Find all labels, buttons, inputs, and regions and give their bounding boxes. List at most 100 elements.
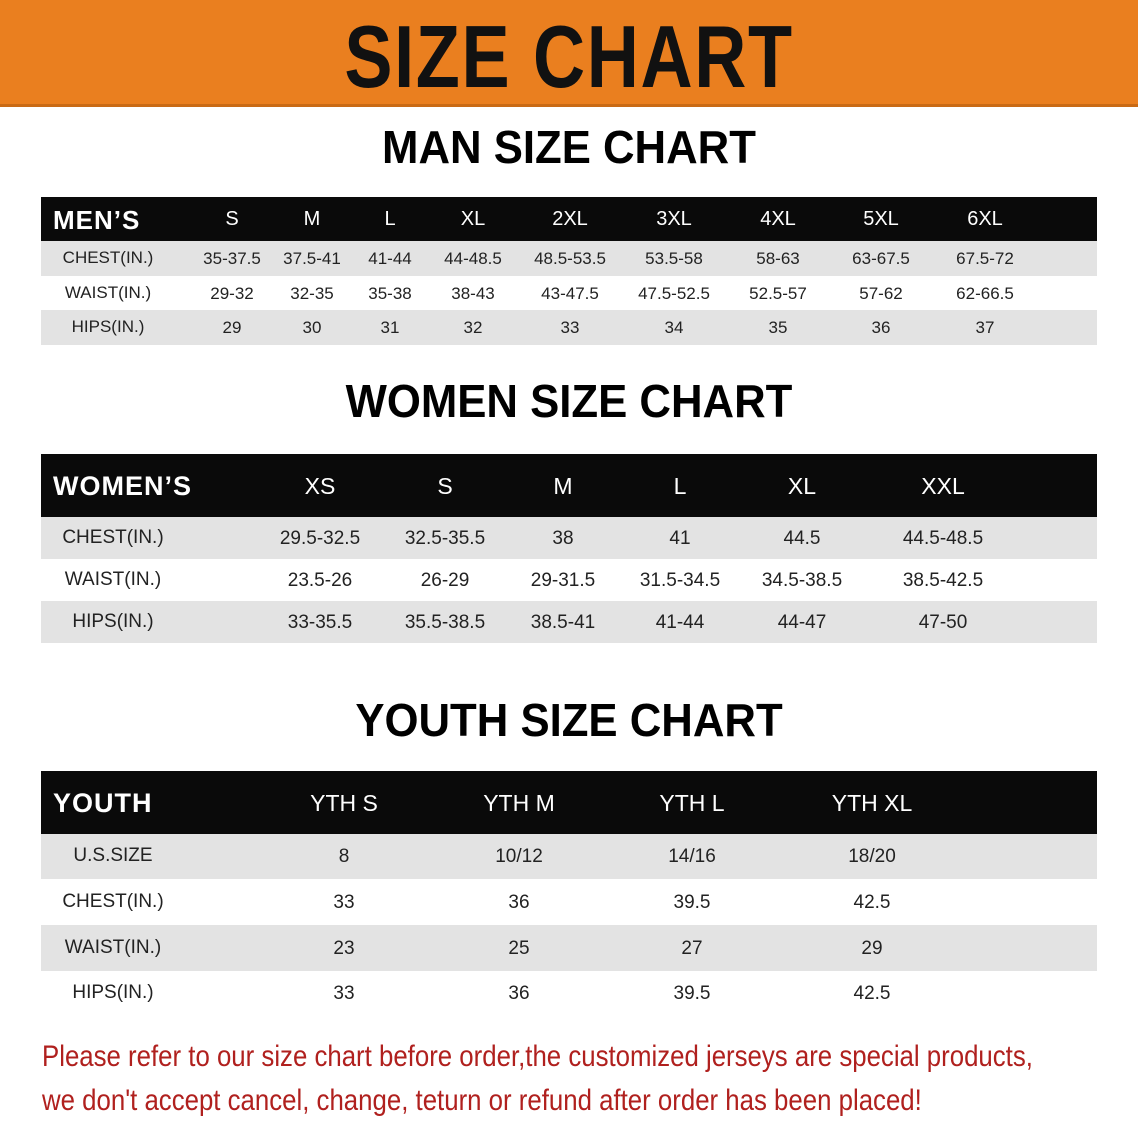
size-header: L bbox=[673, 473, 687, 499]
table-cell: 35 bbox=[768, 318, 788, 337]
table-row: CHEST(IN.) 29.5-32.5 32.5-35.5 38 41 44.5 44.5… bbox=[41, 517, 1097, 559]
row-label: WAIST(IN.) bbox=[64, 568, 162, 590]
table-cell: 47.5-52.5 bbox=[638, 283, 710, 303]
table-cell: 14/16 bbox=[668, 846, 716, 867]
row-label: U.S.SIZE bbox=[73, 845, 153, 866]
banner-title: SIZE CHART bbox=[344, 7, 794, 106]
table-cell: 34.5-38.5 bbox=[761, 569, 843, 591]
table-cell: 48.5-53.5 bbox=[534, 249, 606, 268]
table-row: CHEST(IN.) 35-37.5 37.5-41 41-44 44-48.5 48.5… bbox=[41, 241, 1097, 276]
row-label: HIPS(IN.) bbox=[72, 610, 154, 632]
table-cell: 30 bbox=[302, 318, 322, 337]
table-cell: 18/20 bbox=[848, 846, 896, 867]
table-cell: 26-29 bbox=[420, 569, 470, 591]
table-cell: 38.5-42.5 bbox=[902, 569, 984, 591]
table-cell: 23 bbox=[333, 937, 355, 959]
table-cell: 38.5-41 bbox=[530, 611, 596, 633]
size-header: 3XL bbox=[656, 208, 692, 230]
youth-section-title: YOUTH SIZE CHART bbox=[355, 694, 783, 746]
banner: SIZE CHART bbox=[0, 0, 1138, 107]
table-cell: 29 bbox=[861, 937, 883, 959]
table-cell: 31.5-34.5 bbox=[639, 569, 721, 591]
table-header-row: YOUTH YTH S YTH M YTH L YTH XL bbox=[41, 771, 1097, 834]
row-label: CHEST(IN.) bbox=[62, 248, 154, 267]
size-header: YTH L bbox=[659, 790, 725, 816]
table-cell: 33-35.5 bbox=[287, 611, 353, 633]
table-cell: 39.5 bbox=[673, 891, 711, 913]
table-cell: 44.5 bbox=[783, 527, 821, 549]
footer-notice-line-2: we don't accept cancel, change, teturn o… bbox=[42, 1084, 922, 1117]
table-cell: 36 bbox=[508, 983, 530, 1004]
size-header: YTH S bbox=[310, 790, 378, 816]
row-label: CHEST(IN.) bbox=[62, 890, 164, 912]
men-size-table: MEN’S S M L XL 2XL 3XL 4XL 5XL 6XL CHEST(IN.) 35-37… bbox=[41, 197, 1097, 345]
table-cell: 29-31.5 bbox=[530, 569, 596, 591]
table-cell: 47-50 bbox=[918, 611, 968, 633]
table-cell: 44.5-48.5 bbox=[902, 527, 984, 549]
table-row: WAIST(IN.) 23 25 27 29 bbox=[41, 925, 1097, 971]
table-cell: 29.5-32.5 bbox=[279, 527, 361, 549]
table-cell: 44-47 bbox=[777, 611, 827, 633]
table-header-label: MEN’S bbox=[53, 205, 141, 235]
size-header: M bbox=[303, 208, 321, 230]
table-cell: 29-32 bbox=[210, 283, 254, 303]
table-cell: 35-38 bbox=[368, 283, 412, 303]
size-header: S bbox=[225, 208, 239, 230]
table-cell: 52.5-57 bbox=[749, 283, 807, 303]
table-row: U.S.SIZE 8 10/12 14/16 18/20 bbox=[41, 834, 1097, 879]
table-cell: 27 bbox=[681, 937, 703, 959]
table-row: HIPS(IN.) 29 30 31 32 33 34 35 36 37 bbox=[41, 310, 1097, 345]
size-header: XXL bbox=[921, 473, 965, 499]
table-cell: 35.5-38.5 bbox=[404, 611, 486, 633]
table-cell: 36 bbox=[871, 318, 891, 337]
table-cell: 39.5 bbox=[673, 983, 711, 1004]
size-header: XS bbox=[304, 473, 336, 499]
size-header: 4XL bbox=[760, 208, 796, 230]
women-size-table: WOMEN’S XS S M L XL XXL CHEST(IN.) 29.5-32.5 32.5… bbox=[41, 454, 1097, 643]
table-cell: 29 bbox=[222, 318, 242, 337]
table-cell: 43-47.5 bbox=[541, 283, 599, 303]
table-cell: 53.5-58 bbox=[645, 249, 703, 268]
row-label: HIPS(IN.) bbox=[72, 982, 154, 1003]
table-cell: 63-67.5 bbox=[852, 249, 910, 268]
row-label: WAIST(IN.) bbox=[64, 282, 152, 302]
table-cell: 25 bbox=[508, 937, 530, 959]
table-header-label: WOMEN’S bbox=[53, 471, 192, 501]
size-header: 2XL bbox=[552, 208, 588, 230]
table-cell: 33 bbox=[333, 891, 355, 913]
row-label: CHEST(IN.) bbox=[62, 526, 164, 548]
table-cell: 10/12 bbox=[495, 846, 543, 867]
table-cell: 34 bbox=[664, 318, 684, 337]
table-cell: 31 bbox=[380, 318, 400, 337]
table-header-label: YOUTH bbox=[53, 788, 153, 818]
table-cell: 62-66.5 bbox=[956, 283, 1014, 303]
table-row: WAIST(IN.) 23.5-26 26-29 29-31.5 31.5-34.5 34… bbox=[41, 559, 1097, 601]
table-cell: 37 bbox=[975, 318, 995, 337]
youth-size-table: YOUTH YTH S YTH M YTH L YTH XL U.S.SIZE 8 10/12… bbox=[41, 771, 1097, 1016]
table-cell: 44-48.5 bbox=[444, 249, 502, 268]
table-cell: 57-62 bbox=[859, 283, 903, 303]
table-cell: 33 bbox=[333, 983, 355, 1004]
size-header: XL bbox=[787, 473, 817, 499]
table-cell: 41 bbox=[669, 527, 691, 549]
table-cell: 42.5 bbox=[853, 983, 891, 1004]
size-header: 5XL bbox=[863, 208, 899, 230]
table-cell: 36 bbox=[508, 891, 530, 913]
table-cell: 58-63 bbox=[756, 249, 800, 268]
table-cell: 33 bbox=[560, 318, 580, 337]
row-label: HIPS(IN.) bbox=[71, 317, 145, 336]
row-label: WAIST(IN.) bbox=[64, 936, 162, 958]
table-cell: 41-44 bbox=[368, 249, 412, 268]
table-row: CHEST(IN.) 33 36 39.5 42.5 bbox=[41, 879, 1097, 925]
footer-notice-line-1: Please refer to our size chart before or… bbox=[42, 1040, 1033, 1073]
size-header: M bbox=[553, 473, 573, 499]
table-cell: 32.5-35.5 bbox=[404, 527, 486, 549]
table-row: HIPS(IN.) 33-35.5 35.5-38.5 38.5-41 41-44 44-… bbox=[41, 601, 1097, 643]
table-cell: 32-35 bbox=[290, 283, 334, 303]
size-header: 6XL bbox=[967, 208, 1003, 230]
men-section-title: MAN SIZE CHART bbox=[382, 121, 756, 173]
table-cell: 8 bbox=[338, 846, 350, 867]
table-header-row: WOMEN’S XS S M L XL XXL bbox=[41, 454, 1097, 517]
table-cell: 23.5-26 bbox=[287, 569, 353, 591]
table-cell: 35-37.5 bbox=[203, 249, 261, 268]
